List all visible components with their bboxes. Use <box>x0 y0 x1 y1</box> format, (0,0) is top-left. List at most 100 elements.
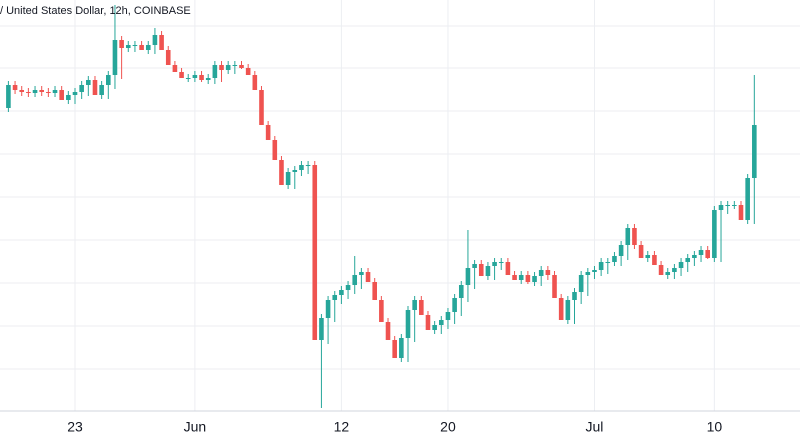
candle-body <box>139 45 144 50</box>
candle-body <box>585 272 591 275</box>
candle-body <box>485 266 491 276</box>
candle-body <box>106 75 111 85</box>
candle-body <box>152 35 158 45</box>
candle-body <box>538 270 544 276</box>
x-tick-label: Jun <box>184 419 207 435</box>
candle-body <box>665 272 671 275</box>
candle-body <box>39 90 44 92</box>
candle-body <box>638 245 644 258</box>
candle-body <box>725 205 730 206</box>
candle-body <box>478 264 484 276</box>
candle-body <box>352 275 358 285</box>
candle-body <box>299 165 304 170</box>
candle-body <box>19 90 25 92</box>
candle-body <box>558 298 564 320</box>
candle-body <box>325 300 331 318</box>
candle-body <box>672 268 677 272</box>
candle-body <box>32 90 38 93</box>
candle-body <box>738 205 744 220</box>
candle-body <box>372 282 377 300</box>
candle-body <box>132 45 138 46</box>
candle-body <box>652 255 657 265</box>
candle-body <box>419 300 424 315</box>
candle-body <box>79 85 84 92</box>
chart-title: / United States Dollar, 12h, COINBASE <box>0 5 191 17</box>
candle-body <box>272 140 278 160</box>
candle-body <box>698 250 704 255</box>
candle-body <box>12 85 18 90</box>
candle-body <box>145 45 151 50</box>
candle-body <box>59 90 64 100</box>
candle-body <box>159 35 164 50</box>
candle-body <box>52 90 58 93</box>
candle-body <box>305 165 311 166</box>
candle-body <box>125 45 131 48</box>
candle-body <box>498 262 504 263</box>
candle-body <box>225 65 231 70</box>
candle-body <box>732 205 737 206</box>
candle-body <box>339 290 344 295</box>
candle-body <box>518 275 524 280</box>
candle-body <box>252 75 258 90</box>
candle-body <box>678 262 684 268</box>
candle-body <box>745 178 750 220</box>
candle-body <box>685 258 691 262</box>
candle-body <box>439 320 444 325</box>
candle-body <box>505 262 511 275</box>
candle-body <box>625 228 631 245</box>
candle-body <box>359 272 364 275</box>
candle-body <box>265 125 271 140</box>
x-tick-label: 12 <box>334 419 350 435</box>
candle-body <box>319 318 324 340</box>
candle-body <box>185 78 191 79</box>
candle-body <box>279 160 284 185</box>
candle-body <box>312 165 318 340</box>
candle-body <box>512 275 517 280</box>
candle-body <box>259 90 264 125</box>
candle-body <box>385 322 391 340</box>
candle-body <box>332 295 338 300</box>
candle-body <box>46 92 51 93</box>
candle-body <box>618 245 624 256</box>
candle-body <box>399 338 404 358</box>
candle-body <box>212 65 218 78</box>
candle-body <box>692 255 697 258</box>
candle-body <box>492 262 497 266</box>
candle-body <box>532 276 537 282</box>
candle-body <box>612 256 617 262</box>
candle-body <box>752 125 757 178</box>
candle-body <box>572 292 577 300</box>
candle-body <box>605 262 611 263</box>
candle-body <box>26 92 31 93</box>
candle-body <box>458 285 464 298</box>
x-tick-label: 10 <box>707 419 723 435</box>
candle-body <box>219 65 224 70</box>
candle-body <box>232 65 238 66</box>
candle-body <box>172 65 178 72</box>
candle-body <box>6 85 11 108</box>
candle-body <box>165 50 171 65</box>
candle-body <box>239 65 244 68</box>
candle-body <box>92 80 98 95</box>
candle-body <box>345 285 351 290</box>
candle-body <box>412 300 417 310</box>
candle-body <box>452 298 457 312</box>
candle-body <box>432 325 437 330</box>
candle-body <box>392 340 397 358</box>
candle-body <box>245 68 251 75</box>
x-tick-label: 20 <box>440 419 456 435</box>
candle-body <box>379 300 384 322</box>
candle-body <box>179 72 184 78</box>
candle-body <box>99 85 104 95</box>
candle-body <box>525 275 531 282</box>
candle-body <box>445 312 451 320</box>
candle-body <box>552 275 557 298</box>
candle-body <box>472 264 477 268</box>
x-tick-label: Jul <box>586 419 604 435</box>
candle-body <box>292 170 298 172</box>
candle-body <box>598 262 604 270</box>
candle-body <box>545 270 551 275</box>
candle-body <box>565 300 571 320</box>
candle-body <box>592 270 597 272</box>
